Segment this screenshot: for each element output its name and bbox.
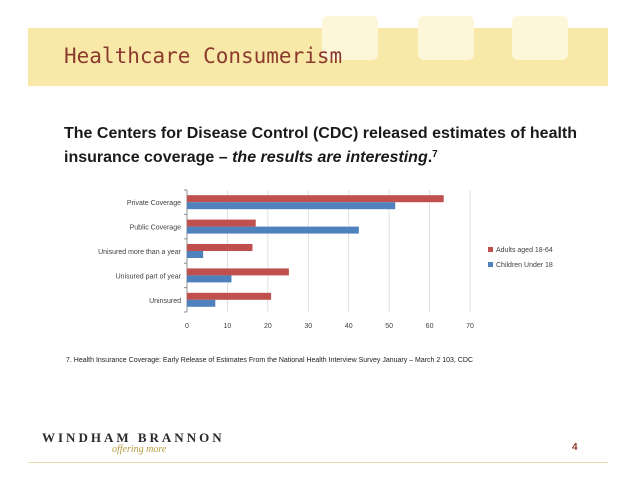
bar-adults bbox=[187, 244, 253, 251]
slide-title: Healthcare Consumerism bbox=[64, 44, 343, 68]
category-label: Unisured more than a year bbox=[98, 249, 182, 256]
x-tick-label: 50 bbox=[385, 323, 393, 330]
bar-adults bbox=[187, 268, 289, 276]
brand-tagline: offering more bbox=[112, 444, 167, 455]
header-tab bbox=[512, 16, 568, 60]
brand-name: WINDHAM BRANNON bbox=[42, 430, 225, 445]
footer-rule bbox=[28, 462, 608, 463]
subtitle-period: . bbox=[427, 149, 433, 166]
slide-subtitle: The Centers for Disease Control (CDC) re… bbox=[64, 122, 604, 170]
bar-adults bbox=[187, 195, 444, 203]
x-tick-label: 40 bbox=[345, 323, 353, 330]
legend-swatch bbox=[488, 262, 493, 267]
category-label: Unisured part of year bbox=[116, 273, 182, 280]
category-label: Private Coverage bbox=[127, 200, 181, 207]
subtitle-text: The Centers for Disease Control (CDC) re… bbox=[64, 125, 578, 166]
bar-adults bbox=[187, 219, 256, 227]
header-tab bbox=[322, 16, 378, 60]
bar-children bbox=[187, 251, 204, 258]
x-tick-label: 20 bbox=[264, 323, 272, 330]
legend-swatch bbox=[488, 247, 493, 252]
category-label: Public Coverage bbox=[130, 225, 181, 232]
bar-children bbox=[187, 299, 216, 307]
footnote: 7. Health Insurance Coverage: Early Rele… bbox=[66, 357, 473, 364]
bar-children bbox=[187, 275, 232, 283]
header-tab bbox=[418, 16, 474, 60]
bar-children bbox=[187, 226, 359, 234]
legend-label: Adults aged 18-64 bbox=[496, 247, 553, 254]
x-tick-label: 30 bbox=[304, 323, 312, 330]
subtitle-emphasis: the results are interesting bbox=[232, 149, 428, 166]
page-number: 4 bbox=[572, 442, 578, 453]
category-label: Uninsured bbox=[149, 298, 181, 305]
x-tick-label: 0 bbox=[185, 323, 189, 330]
bar-children bbox=[187, 202, 396, 210]
header-band bbox=[28, 28, 608, 86]
x-tick-label: 70 bbox=[466, 323, 474, 330]
x-tick-label: 60 bbox=[426, 323, 434, 330]
legend-label: Children Under 18 bbox=[496, 262, 553, 269]
company-logo: WINDHAM BRANNON offering more bbox=[42, 430, 225, 455]
bar-adults bbox=[187, 292, 272, 300]
x-tick-label: 10 bbox=[224, 323, 232, 330]
footnote-ref: 7 bbox=[432, 149, 438, 160]
